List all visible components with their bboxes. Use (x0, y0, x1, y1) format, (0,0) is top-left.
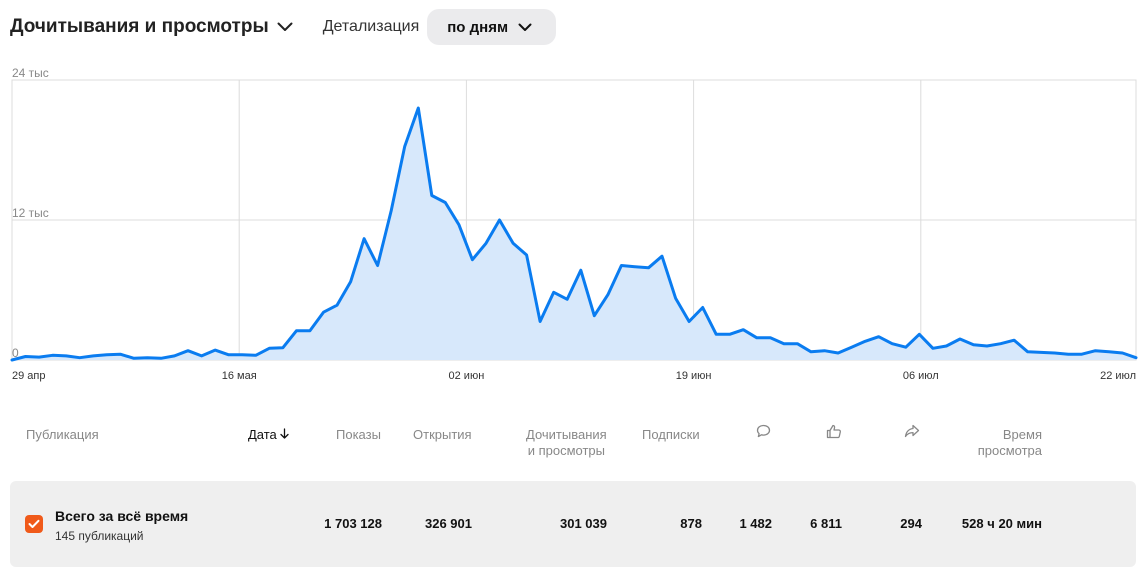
total-opens: 326 901 (425, 516, 472, 531)
y-tick-label: 0 (12, 346, 19, 360)
table-header: Публикация Дата Показы Открытия Дочитыва… (0, 418, 1146, 468)
share-icon[interactable] (904, 424, 920, 443)
col-reads[interactable]: Дочитывания и просмотры (526, 427, 607, 459)
x-tick-label: 16 мая (222, 370, 257, 382)
chart-svg: 24 тыс 12 тыс 0 29 апр 16 мая 02 июн 19 июн 06 … (10, 66, 1138, 382)
check-icon (28, 519, 40, 528)
total-shares: 294 (900, 516, 922, 531)
total-time-minutes-unit: мин (1016, 516, 1042, 531)
comment-icon[interactable] (756, 424, 771, 443)
chevron-down-icon (277, 22, 293, 32)
col-date[interactable]: Дата (248, 427, 289, 443)
x-tick-label: 22 июл (1100, 370, 1136, 382)
total-time-minutes: 20 (998, 516, 1013, 531)
col-reads-line1: Дочитывания (526, 427, 607, 442)
total-time: 528 ч 20 мин (962, 516, 1042, 531)
like-icon[interactable] (826, 424, 842, 444)
x-tick-label: 06 июл (903, 370, 939, 382)
col-impressions[interactable]: Показы (336, 427, 381, 442)
total-title: Всего за всё время (55, 508, 189, 524)
col-opens[interactable]: Открытия (413, 427, 472, 442)
metric-selector[interactable]: Дочитывания и просмотры (10, 16, 293, 38)
col-publication: Публикация (26, 427, 99, 442)
chevron-down-icon (518, 23, 532, 32)
detail-dropdown[interactable]: по дням (427, 9, 557, 45)
col-reads-line2: и просмотры (527, 443, 605, 458)
total-impressions: 1 703 128 (324, 516, 382, 531)
y-tick-label: 12 тыс (12, 206, 49, 220)
col-date-label: Дата (248, 427, 277, 442)
total-checkbox[interactable] (25, 515, 43, 533)
total-subscriptions: 878 (680, 516, 702, 531)
col-time[interactable]: Время просмотра (976, 427, 1042, 459)
series-line (10, 106, 1138, 362)
total-subtitle: 145 публикаций (55, 529, 144, 543)
col-time-line1: Время (1002, 427, 1042, 442)
metric-title: Дочитывания и просмотры (10, 16, 269, 37)
detail-value: по дням (447, 18, 509, 36)
x-tick-label: 19 июн (676, 370, 712, 382)
col-subscriptions[interactable]: Подписки (642, 427, 700, 442)
total-time-hours-unit: ч (987, 516, 995, 531)
views-chart: 24 тыс 12 тыс 0 29 апр 16 мая 02 июн 19 июн 06 … (0, 60, 1146, 390)
arrow-down-icon (280, 427, 289, 443)
x-tick-label: 29 апр (12, 370, 45, 382)
total-comments: 1 482 (739, 516, 772, 531)
total-reads: 301 039 (560, 516, 607, 531)
series-area (12, 108, 1136, 360)
total-likes: 6 811 (810, 516, 842, 531)
total-time-hours: 528 (961, 516, 984, 531)
chart-header: Дочитывания и просмотры Детализация по д… (10, 9, 557, 45)
detail-label: Детализация (322, 18, 420, 35)
total-row: Всего за всё время 145 публикаций 1 703 … (10, 481, 1136, 567)
col-time-line2: просмотра (977, 443, 1042, 458)
y-tick-label: 24 тыс (12, 66, 49, 80)
x-tick-label: 02 июн (449, 370, 485, 382)
